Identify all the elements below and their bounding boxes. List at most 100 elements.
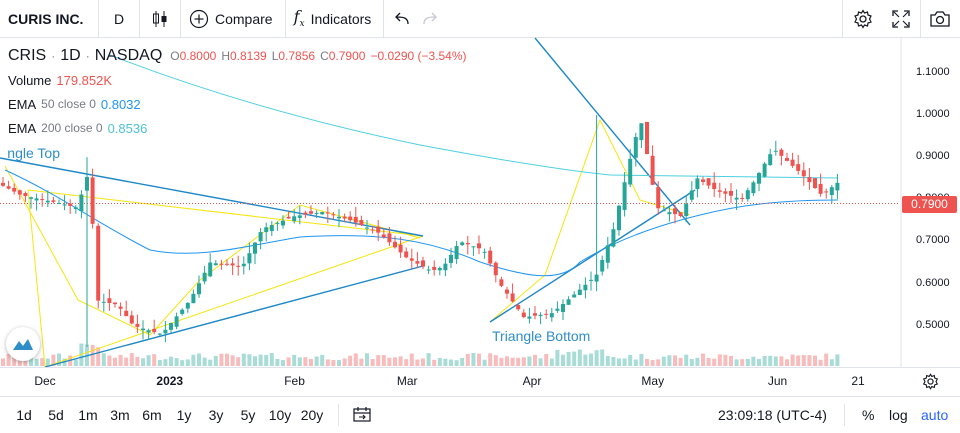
redo-button[interactable] [416,0,444,38]
volume-bar [320,354,325,366]
interval-label: D [113,10,125,27]
function-icon: fx [293,7,305,30]
volume-bar [197,353,201,366]
volume-bar [589,353,593,366]
range-button-10y[interactable]: 10y [268,407,292,423]
candle-body [197,283,201,295]
chart-type-button[interactable] [140,0,180,38]
candle-body [801,170,806,177]
trendline-lower-1 [44,265,424,368]
range-button-5y[interactable]: 5y [240,407,256,423]
range-button-3y[interactable]: 3y [208,407,224,423]
candle-body [135,323,140,327]
volume-bar [370,359,375,366]
candle-body [499,279,504,286]
candle-body [353,216,358,223]
interval-button[interactable]: D [99,0,139,38]
clock-timezone[interactable]: 23:09:18 (UTC-4) [718,407,827,423]
volume-bar [561,354,565,366]
candle-body [208,262,213,277]
volume-bar [169,356,173,366]
range-button-5d[interactable]: 5d [48,407,64,423]
axis-settings-button[interactable] [922,373,939,395]
range-button-6m[interactable]: 6m [142,407,162,423]
candle-body [253,242,257,254]
candle-body [449,254,453,263]
candle-body [734,197,739,200]
high-value: H0.8139 [221,49,266,63]
tradingview-logo[interactable] [6,327,40,361]
candle-body [818,183,823,194]
volume-bar [773,356,778,366]
volume-bar [348,355,353,366]
volume-bar [790,354,795,366]
trendline-upper-2 [534,37,691,226]
candle-body [695,178,700,190]
volume-bar [633,359,638,366]
volume-bar [337,359,341,366]
range-button-1d[interactable]: 1d [16,407,32,423]
compare-button[interactable]: Compare [181,0,285,38]
ema200-row[interactable]: EMA 200 close 0 0.8536 [8,116,467,140]
low-number: 0.7856 [278,49,316,63]
time-axis[interactable]: Dec 2023 Feb Mar Apr May Jun 21 [0,367,960,395]
volume-bar [432,359,437,366]
toolbar-divider [180,0,181,38]
screenshot-button[interactable] [921,0,959,38]
log-toggle[interactable]: log [889,407,908,423]
volume-bar [225,353,229,366]
volume-label: Volume [8,72,52,88]
candle-body [729,190,733,196]
volume-bar [124,357,129,366]
volume-bar [449,359,453,366]
candle-body [331,214,336,216]
fullscreen-button[interactable] [882,0,920,38]
volume-bar [824,353,829,366]
date-range-button[interactable] [353,406,371,425]
volume-value: 179.852K [56,72,113,88]
candle-body [667,212,672,215]
legend-separator: · [51,49,56,63]
volume-bar [650,360,655,366]
volume-bar [34,358,39,366]
ema50-row[interactable]: EMA 50 close 0 0.8032 [8,92,467,116]
candle-body [465,242,470,245]
volume-bar [661,356,666,366]
candle-body [370,229,375,231]
volume-bar [538,358,543,366]
range-button-1m[interactable]: 1m [78,407,98,423]
calendar-icon [353,406,371,422]
volume-bar [555,349,560,366]
range-button-1y[interactable]: 1y [176,407,192,423]
candle-body [824,191,829,193]
volume-bar [415,359,420,366]
last-price-tag: 0.7900 [902,196,957,213]
toolbar-divider [844,404,845,426]
range-button-3m[interactable]: 3m [110,407,130,423]
undo-button[interactable] [388,0,416,38]
volume-bar [454,360,459,366]
symbol-search-button[interactable]: CURIS INC. [0,0,98,38]
company-name: CURIS INC. [8,10,84,27]
settings-button[interactable] [844,0,882,38]
auto-toggle[interactable]: auto [921,407,949,423]
volume-bar [292,354,297,366]
volume-bar [208,359,213,366]
indicators-button[interactable]: fx Indicators [286,0,384,38]
volume-bar [583,354,588,366]
candle-body [297,215,302,218]
volume-row[interactable]: Volume 179.852K [8,68,467,92]
volume-bar [533,354,537,366]
volume-bar [163,359,168,366]
range-button-20y[interactable]: 20y [300,407,324,423]
ema50-value: 0.8032 [100,96,141,112]
percent-toggle[interactable]: % [862,407,875,423]
candles-icon [153,10,167,27]
candle-body [745,190,750,200]
volume-bar [269,353,274,366]
ema200-value: 0.8536 [107,120,148,136]
candle-body [146,330,151,333]
volume-bar [471,353,476,366]
candle-body [96,225,101,301]
